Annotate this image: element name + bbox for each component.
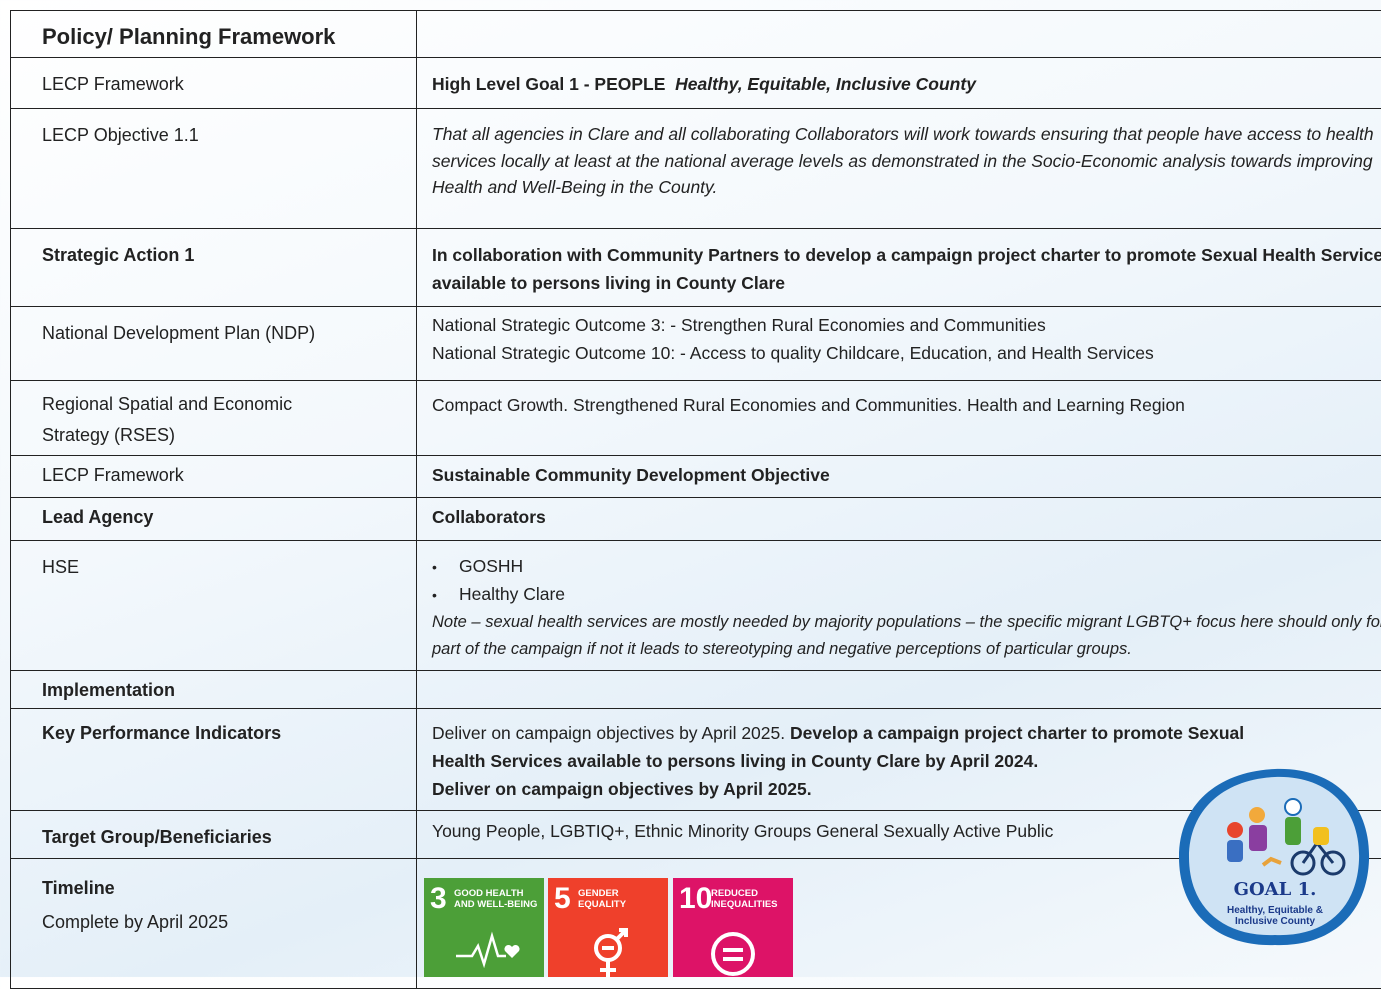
sdg-number: 5: [554, 882, 571, 916]
bullet: GOSHH: [432, 553, 1381, 581]
kpi: Deliver on campaign objectives by April …: [432, 779, 812, 799]
row-label: LECP Framework: [11, 58, 417, 109]
kpi-lead: Deliver on campaign objectives by April …: [432, 723, 785, 743]
cell: [417, 11, 1381, 58]
cell: [417, 671, 1381, 709]
row-label: HSE: [11, 541, 417, 671]
line: National Strategic Outcome 10: - Access …: [432, 339, 1381, 367]
bullet-text: GOSHH: [459, 556, 523, 576]
cell: High Level Goal 1 - PEOPLE Healthy, Equi…: [417, 58, 1381, 109]
bullet: Healthy Clare: [432, 581, 1381, 609]
goal-badge: GOAL 1. Healthy, Equitable & Inclusive C…: [1175, 765, 1375, 950]
row-label: Implementation: [11, 671, 417, 709]
goal: High Level Goal 1 - PEOPLE: [432, 74, 665, 94]
cell-text: Sustainable Community Development Object…: [417, 456, 1381, 498]
row-label: Target Group/Beneficiaries: [11, 811, 417, 859]
row-label: LECP Objective 1.1: [11, 109, 417, 229]
sdg-number: 10: [679, 882, 712, 916]
sdg-icon: [588, 926, 632, 977]
note: Note – sexual health services are mostly…: [432, 609, 1381, 663]
cell-text: That all agencies in Clare and all colla…: [417, 109, 1381, 229]
sdg-name: GOOD HEALTH AND WELL-BEING: [454, 888, 539, 910]
row-label: Lead Agency: [11, 498, 417, 541]
badge-title: GOAL 1.: [1234, 879, 1317, 900]
cell-text: Compact Growth. Strengthened Rural Econo…: [417, 381, 1381, 456]
sdg-name: GENDER EQUALITY: [578, 888, 663, 910]
sdg-name: REDUCED INEQUALITIES: [711, 888, 796, 910]
sdg-icon: [454, 928, 524, 968]
sdg-tile: 5 GENDER EQUALITY: [548, 878, 668, 977]
sdg-icon: [708, 928, 758, 977]
row-label: National Development Plan (NDP): [11, 307, 417, 381]
row-label: Strategic Action 1: [11, 229, 417, 307]
cell: National Strategic Outcome 3: - Strength…: [417, 307, 1381, 381]
bullet-list: GOSHH Healthy Clare: [432, 553, 1381, 609]
badge-subtitle: Healthy, Equitable & Inclusive County: [1215, 905, 1335, 927]
row-label: Key Performance Indicators: [11, 709, 417, 811]
cell-text: Collaborators: [417, 498, 1381, 541]
row-label: Policy/ Planning Framework: [11, 11, 417, 58]
goal-name: Healthy, Equitable, Inclusive County: [675, 74, 976, 94]
sdg-tile: 3 GOOD HEALTH AND WELL-BEING: [424, 878, 544, 977]
sdg-number: 3: [430, 882, 447, 916]
line: National Strategic Outcome 3: - Strength…: [432, 311, 1381, 339]
bullet-text: Healthy Clare: [459, 584, 565, 604]
row-label: Regional Spatial and Economic Strategy (…: [11, 381, 417, 456]
cell: GOSHH Healthy Clare Note – sexual health s…: [417, 541, 1381, 671]
cell-text: In collaboration with Community Partners…: [417, 229, 1381, 307]
label: Timeline: [42, 871, 406, 905]
sublabel: Complete by April 2025: [42, 905, 406, 939]
row-label: LECP Framework: [11, 456, 417, 498]
